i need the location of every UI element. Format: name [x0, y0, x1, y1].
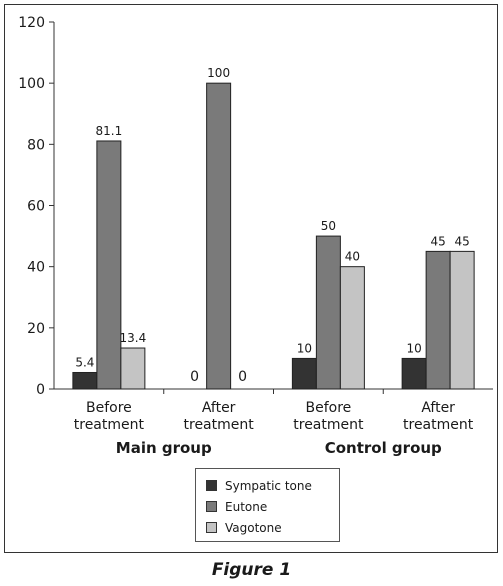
legend-swatch	[206, 501, 217, 512]
legend-item: Sympatic tone	[206, 475, 339, 496]
x-category-label: Before	[305, 400, 351, 416]
legend-item: Vagotone	[206, 517, 339, 538]
data-label: 100	[207, 66, 230, 80]
bar-eutone	[425, 250, 451, 390]
data-label: 13.4	[120, 331, 147, 345]
x-group-label: Control group	[325, 439, 442, 457]
figure-caption: Figure 1	[211, 560, 292, 580]
legend-swatch	[206, 480, 217, 491]
x-category-label: Before	[86, 400, 132, 416]
chart-frame: 0 20 40 60 80 100 120 5.4 81.1 13.4 0 100 0 10 50 40 10…	[4, 4, 498, 553]
bar-sympatic-tone	[291, 357, 317, 390]
x-category-label: After	[421, 400, 455, 416]
bar-sympatic-tone	[401, 357, 427, 390]
y-tick-label: 120	[18, 15, 45, 31]
x-category-label: treatment	[184, 417, 255, 433]
bar-chart: 0 20 40 60 80 100 120 5.4 81.1 13.4 0 100 0 10 50 40 10…	[18, 15, 493, 457]
x-group-label: Main group	[116, 439, 212, 457]
y-tick-label: 0	[36, 382, 45, 398]
y-tick-label: 40	[27, 260, 45, 276]
bar-eutone	[96, 140, 122, 390]
legend-label: Sympatic tone	[225, 478, 312, 493]
bar-vagotone	[120, 347, 146, 390]
x-category-label: treatment	[293, 417, 364, 433]
data-label: 10	[297, 341, 312, 355]
data-label: 50	[321, 219, 336, 233]
x-category-label: After	[202, 400, 236, 416]
x-category-label: treatment	[403, 417, 474, 433]
data-label: 45	[430, 234, 445, 248]
legend-swatch	[206, 522, 217, 533]
y-tick-label: 80	[27, 137, 45, 153]
y-tick-label: 100	[18, 76, 45, 92]
bar-vagotone	[339, 266, 365, 390]
data-label: 81.1	[96, 124, 123, 138]
data-label: 45	[454, 234, 469, 248]
bar-vagotone	[449, 250, 475, 390]
data-label: 0	[238, 369, 247, 385]
legend-label: Eutone	[225, 499, 268, 514]
bar-eutone	[206, 82, 232, 390]
bar-eutone	[315, 235, 341, 390]
y-tick-label: 60	[27, 199, 45, 215]
chart-legend: Sympatic tone Eutone Vagotone	[195, 468, 340, 542]
legend-label: Vagotone	[225, 520, 282, 535]
data-label: 10	[406, 341, 421, 355]
x-category-label: treatment	[74, 417, 145, 433]
data-label: 0	[190, 369, 199, 385]
data-label: 40	[345, 250, 360, 264]
data-label: 5.4	[75, 355, 94, 369]
bar-sympatic-tone	[72, 371, 98, 390]
y-tick-label: 20	[27, 321, 45, 337]
legend-item: Eutone	[206, 496, 339, 517]
